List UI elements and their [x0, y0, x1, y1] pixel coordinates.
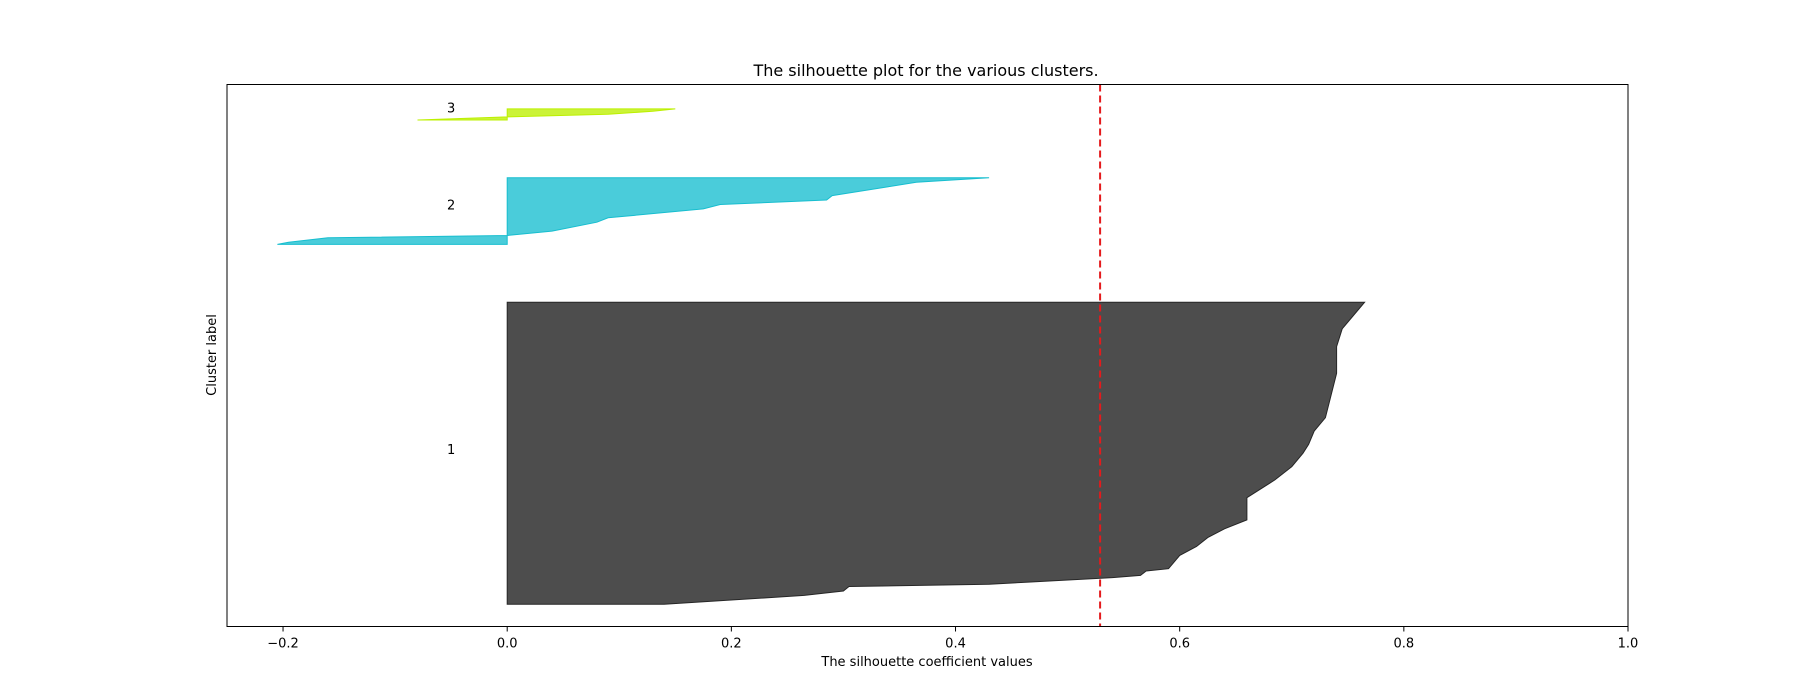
x-tick-label: −0.2	[267, 637, 299, 652]
cluster-3-silhouette	[417, 108, 676, 121]
cluster-1-label: 1	[447, 443, 455, 458]
plot-frame	[226, 84, 1629, 627]
cluster-1-silhouette	[506, 301, 1366, 605]
x-axis-label: The silhouette coefficient values	[820, 655, 1032, 670]
x-tick-label: 0.6	[1169, 637, 1190, 652]
cluster-2-silhouette	[277, 177, 990, 245]
cluster-3-label: 3	[447, 102, 455, 117]
x-tick-label: 0.8	[1393, 637, 1414, 652]
x-tick-label: 0.4	[945, 637, 966, 652]
cluster-2-label: 2	[447, 198, 455, 213]
x-tick-label: 0.0	[497, 637, 518, 652]
x-axis: −0.2 0.0 0.2 0.4 0.6 0.8 1.0	[267, 626, 1639, 652]
x-tick-label: 0.2	[721, 637, 742, 652]
x-tick-label: 1.0	[1618, 637, 1639, 652]
y-axis-label: Cluster label	[205, 314, 220, 396]
chart-title: The silhouette plot for the various clus…	[752, 61, 1098, 80]
plot-area: 1 2 3	[277, 84, 1366, 627]
